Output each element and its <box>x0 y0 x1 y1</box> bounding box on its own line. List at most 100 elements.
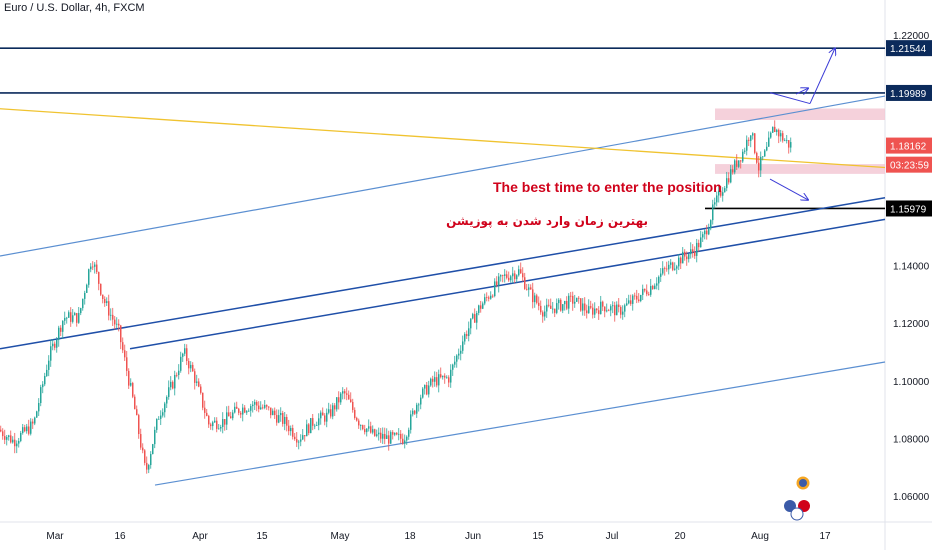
y-tick-label: 1.10000 <box>893 377 930 388</box>
candle-body <box>690 249 692 255</box>
candle-body <box>370 426 372 433</box>
candle <box>770 131 772 139</box>
candle <box>132 381 134 399</box>
candle <box>678 254 680 271</box>
candle-body <box>256 402 258 406</box>
candle <box>412 408 414 417</box>
candle-body <box>358 420 360 426</box>
candle <box>778 128 780 144</box>
candle <box>450 364 452 388</box>
candle <box>64 311 66 326</box>
candle <box>260 401 262 410</box>
y-tick-label: 1.14000 <box>893 262 930 273</box>
candle <box>790 137 792 153</box>
candle-body <box>608 310 610 312</box>
candle-body <box>560 299 562 311</box>
candle <box>754 132 756 155</box>
candle <box>26 423 28 434</box>
candle-body <box>310 418 312 434</box>
candle <box>294 433 296 441</box>
candle <box>742 149 744 163</box>
candle <box>622 305 624 320</box>
candle-body <box>528 287 530 290</box>
candle <box>56 337 58 353</box>
candle <box>172 380 174 390</box>
candle-body <box>408 429 410 437</box>
candle <box>282 410 284 427</box>
candle-body <box>192 364 194 372</box>
candle <box>224 419 226 431</box>
candle <box>760 151 762 178</box>
candle-body <box>68 312 70 318</box>
candle <box>300 434 302 447</box>
candle <box>50 339 52 367</box>
arrow-up-2 <box>809 48 835 104</box>
candle <box>382 427 384 444</box>
candle <box>124 344 126 361</box>
candle-body <box>378 432 380 435</box>
candle-body <box>460 350 462 354</box>
candle-body <box>680 257 682 264</box>
candle-body <box>214 420 216 423</box>
candle <box>62 320 64 339</box>
candle <box>58 325 60 347</box>
candle <box>570 291 572 303</box>
candle <box>14 432 16 454</box>
candle <box>520 262 522 274</box>
candle <box>24 424 26 433</box>
candle <box>310 417 312 434</box>
candle <box>728 172 730 185</box>
candle <box>784 138 786 142</box>
candle-body <box>540 305 542 313</box>
candle <box>420 394 422 410</box>
candle-body <box>338 397 340 403</box>
candle-body <box>254 402 256 405</box>
candle-body <box>656 283 658 286</box>
candle-body <box>348 394 350 400</box>
arrow-up-1-head <box>795 88 808 94</box>
candle <box>664 266 666 276</box>
y-tick-label: 1.12000 <box>893 319 930 330</box>
candle-body <box>222 419 224 428</box>
candle-body <box>4 436 6 440</box>
candle-body <box>94 264 96 267</box>
candle-body <box>102 294 104 300</box>
candle <box>186 344 188 366</box>
candle <box>360 424 362 431</box>
candle-body <box>252 404 254 407</box>
candle-body <box>104 299 106 303</box>
candle-body <box>190 364 192 369</box>
candle-body <box>450 369 452 383</box>
candle-body <box>290 427 292 432</box>
price-label-box <box>886 84 932 101</box>
candle <box>74 311 76 316</box>
candle-body <box>456 355 458 362</box>
candle-body <box>244 407 246 413</box>
candle-body <box>194 371 196 383</box>
candle <box>560 298 562 312</box>
candle <box>138 413 140 439</box>
candle-body <box>500 275 502 277</box>
candle-body <box>16 443 18 447</box>
candle <box>216 417 218 433</box>
x-tick-label: 15 <box>256 531 268 542</box>
candle-body <box>448 377 450 383</box>
candle-body <box>328 409 330 413</box>
candle-body <box>706 230 708 235</box>
x-tick-label: Jul <box>606 531 619 542</box>
candle-body <box>538 302 540 306</box>
candle <box>656 277 658 290</box>
trendline-yellow-line <box>0 108 886 169</box>
x-tick-label: Jun <box>465 531 481 542</box>
candle <box>112 307 114 327</box>
candle <box>526 283 528 291</box>
candle <box>292 424 294 440</box>
candle-body <box>510 276 512 281</box>
candle <box>506 270 508 280</box>
candle <box>174 370 176 396</box>
candle <box>304 435 306 442</box>
candle-body <box>230 416 232 419</box>
candle <box>34 416 36 426</box>
candle-body <box>790 142 792 148</box>
